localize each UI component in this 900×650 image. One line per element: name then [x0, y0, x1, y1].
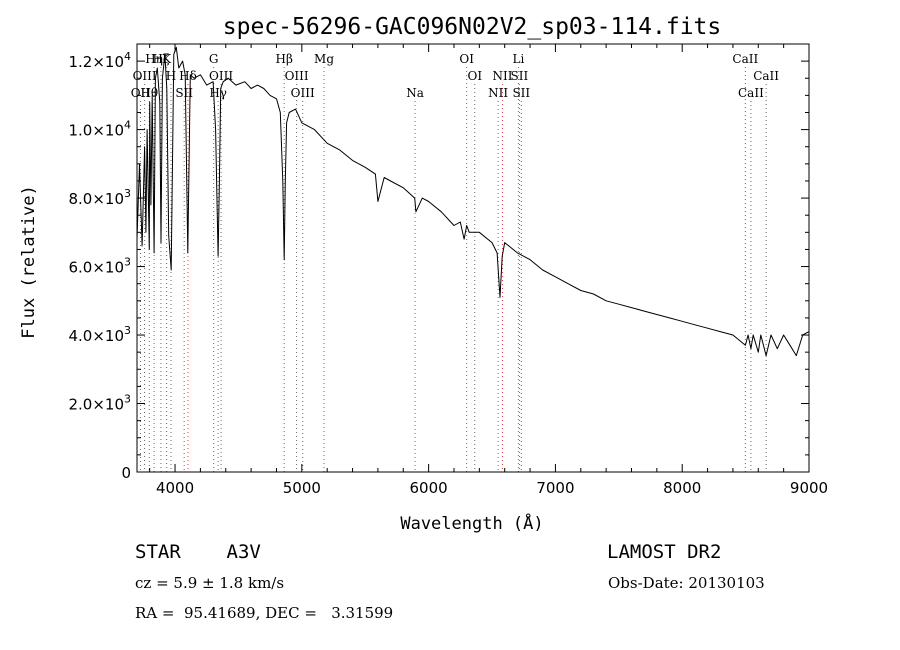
y-tick-label: 6.0×103: [68, 256, 131, 277]
spectral-line-label: OIII: [285, 69, 309, 83]
ticks-layer: 4000 5000 6000 7000 8000 9000 0 2.0×103 4.0×103 6…: [68, 44, 828, 497]
redshift-cz: cz = 5.9 ± 1.8 km/s: [135, 574, 285, 592]
obs-date: Obs-Date: 20130103: [608, 574, 765, 592]
series-layer: [136, 46, 810, 357]
y-tick-label: 1.2×104: [68, 50, 131, 71]
plot-frame: [136, 43, 810, 473]
spectral-line-label: OII: [131, 86, 151, 100]
x-tick-label: 8000: [663, 479, 701, 497]
spectral-line-label: OIII: [133, 69, 157, 83]
spectral-line-label: OI: [459, 52, 474, 66]
spectral-line-label: Hδ: [179, 69, 197, 83]
spectrum-line: [136, 46, 810, 357]
spectral-line-label: G: [209, 52, 219, 66]
spectral-line-label: H: [166, 69, 176, 83]
x-tick-label: 5000: [283, 479, 321, 497]
survey-name: LAMOST DR2: [607, 541, 722, 563]
y-tick-label: 1.0×104: [68, 119, 131, 140]
spectral-line-label: Hγ: [209, 86, 227, 100]
spectral-line-label: NII: [493, 69, 513, 83]
x-tick-label: 4000: [156, 479, 194, 497]
x-axis-label: Wavelength (Å): [400, 512, 543, 534]
spectral-line-label: OIII: [209, 69, 233, 83]
x-tick-label: 7000: [536, 479, 574, 497]
spectral-line-label: SII: [175, 86, 193, 100]
spectral-line-label: SII: [512, 86, 530, 100]
spectral-line-label: Hβ: [276, 52, 293, 66]
line-markers-layer: [139, 67, 767, 472]
spectral-line-label: OI: [467, 69, 482, 83]
y-tick-label: 4.0×103: [68, 324, 131, 345]
spectral-line-label: OIII: [291, 86, 315, 100]
y-tick-label: 2.0×103: [68, 393, 131, 414]
y-tick-label: 8.0×103: [68, 187, 131, 208]
spectral-line-label: Na: [406, 86, 424, 100]
y-axis-label: Flux (relative): [19, 185, 39, 339]
y-tick-label: 0: [121, 464, 131, 482]
spectral-line-label: NII: [488, 86, 508, 100]
spectral-line-label: Li: [512, 52, 524, 66]
x-tick-label: 9000: [790, 479, 828, 497]
spectral-line-label: SII: [511, 69, 529, 83]
spectral-line-label: Hη: [145, 52, 163, 66]
x-tick-label: 6000: [410, 479, 448, 497]
chart-title: spec-56296-GAC096N02V2_sp03-114.fits: [223, 14, 722, 40]
coordinates: RA = 95.41689, DEC = 3.31599: [135, 604, 394, 622]
object-type: STAR A3V: [135, 541, 261, 563]
spectral-line-label: CaII: [732, 52, 758, 66]
spectral-line-label: CaII: [753, 69, 779, 83]
spectral-line-label: K: [162, 52, 172, 66]
spectral-line-label: Mg: [314, 52, 334, 66]
spectral-line-label: CaII: [738, 86, 764, 100]
spectral-line-label: Hθ: [140, 86, 158, 100]
